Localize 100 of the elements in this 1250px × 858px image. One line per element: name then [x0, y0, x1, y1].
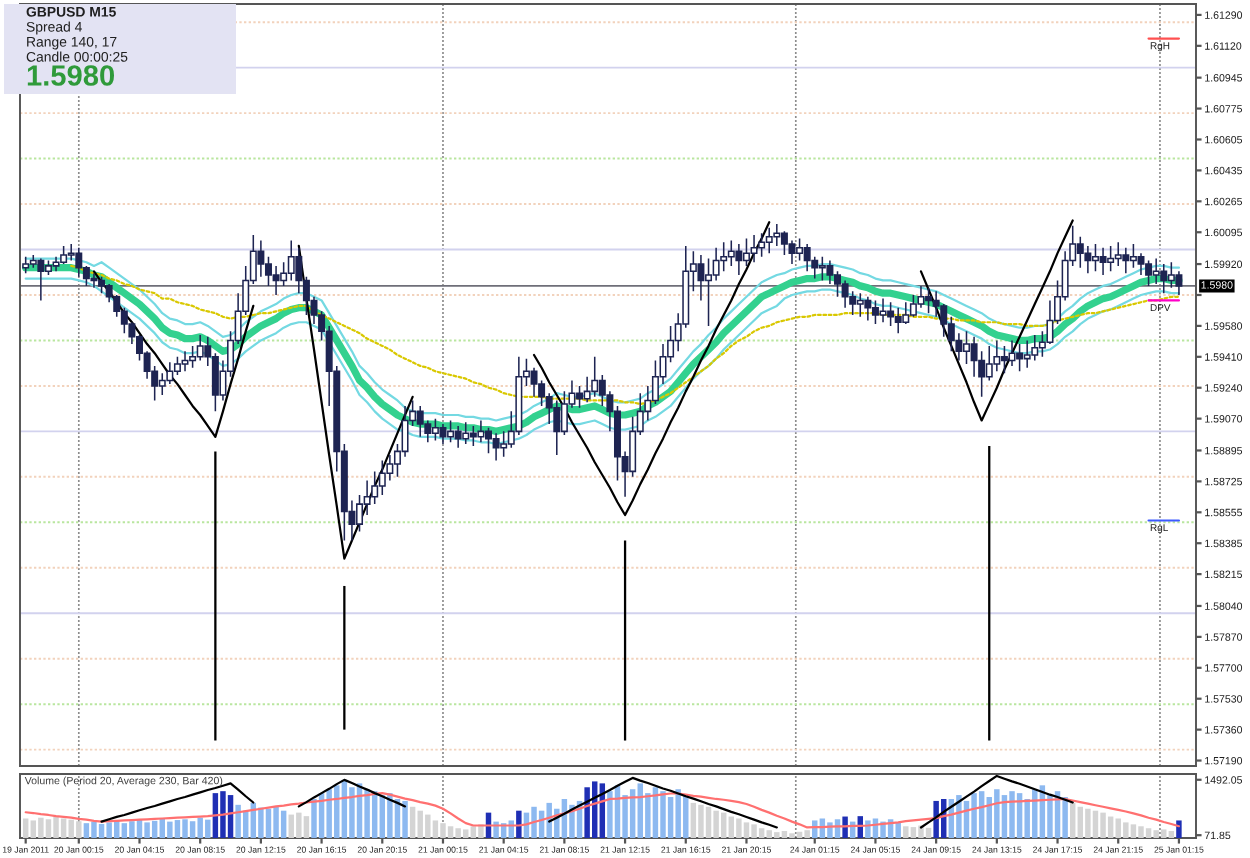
- bar: [83, 823, 90, 838]
- bar: [1115, 818, 1121, 838]
- bar: [690, 802, 697, 838]
- candlestick: [1122, 246, 1130, 274]
- candlestick: [925, 286, 933, 314]
- candlestick: [90, 272, 98, 289]
- bar: [667, 797, 674, 838]
- bar: [296, 812, 302, 838]
- bar: [516, 810, 522, 838]
- candlestick: [1000, 345, 1008, 374]
- candlestick: [841, 279, 849, 309]
- candlestick: [1031, 334, 1039, 362]
- annotation: 1.5980: [27, 65, 115, 86]
- bar: [1107, 816, 1114, 838]
- candlestick: [1099, 246, 1107, 276]
- bar: [1085, 808, 1091, 838]
- candlestick: [553, 399, 561, 456]
- candlestick: [462, 421, 470, 445]
- bar: [288, 814, 294, 838]
- bar: [265, 808, 272, 838]
- bar: [1168, 830, 1175, 838]
- candlestick: [1084, 245, 1092, 274]
- bar: [45, 819, 52, 838]
- candlestick: [431, 417, 439, 442]
- bar: [1009, 791, 1015, 838]
- candlestick: [1152, 257, 1160, 285]
- candlestick: [917, 285, 925, 309]
- bar: [698, 804, 704, 838]
- bar: [182, 819, 188, 838]
- bar: [326, 789, 332, 838]
- bar: [235, 804, 241, 838]
- candlestick: [416, 405, 424, 438]
- candlestick: [758, 232, 766, 258]
- bar: [121, 823, 128, 838]
- bar: [30, 820, 37, 838]
- bar: [189, 821, 196, 838]
- bar: [1100, 812, 1106, 838]
- bar: [1176, 820, 1182, 838]
- bar: [1077, 806, 1084, 838]
- bar: [774, 832, 780, 838]
- bar: [220, 791, 226, 838]
- candlestick: [902, 301, 910, 325]
- bar: [1138, 826, 1144, 838]
- bar: [60, 818, 67, 838]
- candlestick: [378, 459, 386, 496]
- candlestick: [1114, 241, 1122, 267]
- bar: [758, 828, 765, 838]
- candlestick: [742, 237, 750, 267]
- bar: [68, 819, 74, 838]
- bar: [895, 822, 901, 838]
- bar: [743, 822, 750, 838]
- candlestick: [173, 356, 181, 376]
- bar: [417, 810, 423, 838]
- bar: [713, 810, 719, 838]
- candlestick: [735, 243, 743, 276]
- candlestick: [37, 257, 45, 302]
- bar: [280, 810, 287, 838]
- candlestick: [22, 256, 30, 274]
- candlestick: [485, 426, 492, 454]
- bar: [766, 830, 772, 838]
- bar: [53, 816, 59, 838]
- candlestick: [98, 276, 106, 294]
- candlestick: [576, 385, 584, 409]
- candlestick: [1175, 270, 1183, 296]
- bar: [106, 822, 112, 838]
- bar: [1032, 789, 1038, 838]
- bar: [174, 820, 181, 838]
- bar: [728, 816, 735, 838]
- bar: [675, 789, 681, 838]
- candlestick: [591, 356, 599, 398]
- bar: [736, 818, 742, 838]
- bar: [303, 816, 310, 838]
- candlestick: [993, 339, 1001, 373]
- candlestick: [439, 423, 447, 445]
- bar: [1161, 829, 1167, 838]
- bar: [197, 817, 203, 838]
- candlestick: [803, 243, 811, 273]
- bar: [129, 821, 135, 838]
- candlestick: [1145, 259, 1153, 287]
- candlestick: [909, 294, 917, 318]
- bar: [1130, 824, 1137, 838]
- bar: [38, 817, 44, 838]
- bar: [409, 806, 416, 838]
- candlestick: [780, 230, 788, 256]
- candlestick: [447, 419, 455, 444]
- candlestick: [750, 234, 758, 264]
- candlestick: [773, 223, 781, 247]
- bar: [705, 806, 712, 838]
- candlestick: [1167, 261, 1175, 289]
- bar: [842, 816, 848, 838]
- bar: [22, 818, 29, 838]
- bar: [1145, 828, 1152, 838]
- bar: [531, 806, 537, 838]
- candlestick: [492, 432, 500, 462]
- line-series: [70, 264, 1181, 406]
- candlestick: [1107, 245, 1115, 273]
- bar: [971, 793, 977, 838]
- candlestick: [1129, 243, 1137, 269]
- candlestick: [1160, 263, 1168, 294]
- bar: [1024, 798, 1030, 838]
